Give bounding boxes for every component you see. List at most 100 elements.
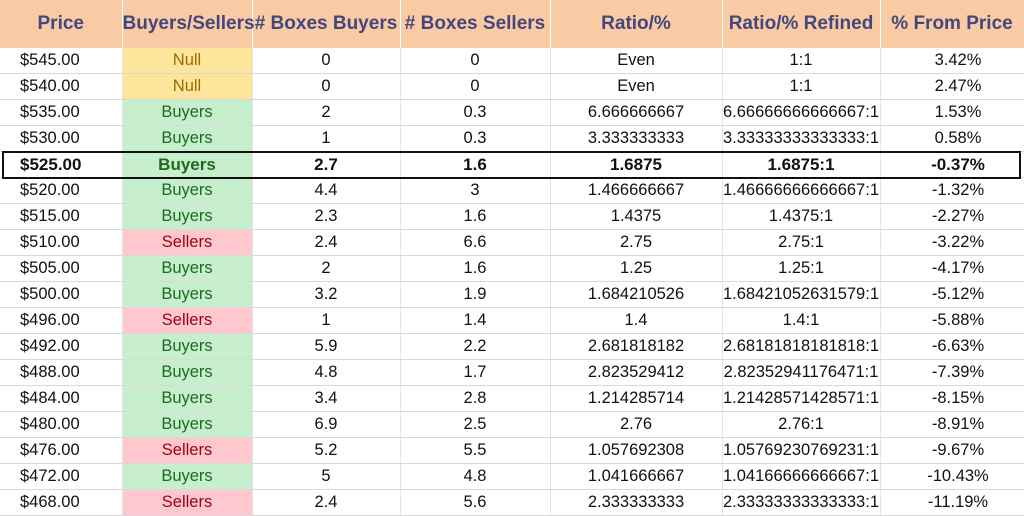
from-price-cell: -0.37% — [880, 151, 1024, 178]
ratio-cell: 2.76 — [550, 411, 723, 438]
from-price-cell: 0.58% — [880, 125, 1024, 152]
table-row: $488.00 Buyers 4.8 1.7 2.823529412 2.82352941… — [0, 359, 1024, 386]
price-cell: $530.00 — [0, 125, 123, 152]
side-cell: Buyers — [122, 463, 253, 490]
ratio-cell: 1.684210526 — [550, 281, 723, 308]
price-cell: $505.00 — [0, 255, 123, 282]
table-row: $515.00 Buyers 2.3 1.6 1.4375 1.4375:1 -2.27% — [0, 203, 1024, 230]
ratio-refined-cell: 1.4:1 — [722, 307, 881, 334]
ratio-refined-cell: 1.21428571428571:1 — [722, 385, 881, 412]
from-price-cell: -5.88% — [880, 307, 1024, 334]
boxes-sellers-cell: 3 — [400, 177, 551, 204]
side-cell: Sellers — [122, 229, 253, 256]
boxes-buyers-cell: 0 — [252, 48, 401, 74]
side-cell: Sellers — [122, 437, 253, 464]
side-cell: Buyers — [122, 411, 253, 438]
side-cell: Buyers — [122, 333, 253, 360]
from-price-cell: -4.17% — [880, 255, 1024, 282]
from-price-cell: -11.19% — [880, 489, 1024, 516]
boxes-sellers-cell: 2.2 — [400, 333, 551, 360]
header-row: Price Buyers/Sellers # Boxes Buyers # Bo… — [0, 0, 1024, 48]
ratio-cell: 1.041666667 — [550, 463, 723, 490]
side-cell: Buyers — [122, 359, 253, 386]
boxes-buyers-cell: 2.3 — [252, 203, 401, 230]
price-cell: $525.00 — [0, 151, 123, 178]
boxes-sellers-cell: 0.3 — [400, 125, 551, 152]
boxes-buyers-cell: 4.8 — [252, 359, 401, 386]
ratio-refined-cell: 1.46666666666667:1 — [722, 177, 881, 204]
from-price-cell: 3.42% — [880, 48, 1024, 74]
price-cell: $500.00 — [0, 281, 123, 308]
ratio-cell: 2.333333333 — [550, 489, 723, 516]
boxes-buyers-cell: 4.4 — [252, 177, 401, 204]
boxes-sellers-cell: 1.6 — [400, 151, 551, 178]
from-price-cell: -8.91% — [880, 411, 1024, 438]
boxes-buyers-cell: 1 — [252, 125, 401, 152]
boxes-sellers-cell: 6.6 — [400, 229, 551, 256]
boxes-buyers-cell: 0 — [252, 73, 401, 100]
table-row: $472.00 Buyers 5 4.8 1.041666667 1.0416666666… — [0, 463, 1024, 490]
from-price-cell: -2.27% — [880, 203, 1024, 230]
from-price-cell: -8.15% — [880, 385, 1024, 412]
boxes-buyers-cell: 5 — [252, 463, 401, 490]
boxes-sellers-cell: 1.9 — [400, 281, 551, 308]
side-cell: Buyers — [122, 151, 253, 178]
boxes-buyers-cell: 5.2 — [252, 437, 401, 464]
table-row: $520.00 Buyers 4.4 3 1.466666667 1.4666666666… — [0, 177, 1024, 204]
header-ratio: Ratio/% — [550, 0, 723, 48]
header-price: Price — [0, 0, 123, 48]
boxes-sellers-cell: 1.6 — [400, 255, 551, 282]
ratio-cell: 1.214285714 — [550, 385, 723, 412]
boxes-buyers-cell: 5.9 — [252, 333, 401, 360]
from-price-cell: -3.22% — [880, 229, 1024, 256]
boxes-sellers-cell: 2.8 — [400, 385, 551, 412]
table-row: $476.00 Sellers 5.2 5.5 1.057692308 1.0576923… — [0, 437, 1024, 464]
side-cell: Sellers — [122, 489, 253, 516]
boxes-sellers-cell: 0 — [400, 48, 551, 74]
table-row: $535.00 Buyers 2 0.3 6.666666667 6.6666666666… — [0, 99, 1024, 126]
ratio-cell: 1.6875 — [550, 151, 723, 178]
table-row: $492.00 Buyers 5.9 2.2 2.681818182 2.68181818… — [0, 333, 1024, 360]
ratio-cell: Even — [550, 48, 723, 74]
boxes-sellers-cell: 2.5 — [400, 411, 551, 438]
side-cell: Buyers — [122, 281, 253, 308]
side-cell: Buyers — [122, 385, 253, 412]
table-row: $530.00 Buyers 1 0.3 3.333333333 3.3333333333… — [0, 125, 1024, 152]
table-row: $500.00 Buyers 3.2 1.9 1.684210526 1.68421052… — [0, 281, 1024, 308]
ratio-refined-cell: 2.82352941176471:1 — [722, 359, 881, 386]
ratio-refined-cell: 1.05769230769231:1 — [722, 437, 881, 464]
from-price-cell: -10.43% — [880, 463, 1024, 490]
price-cell: $492.00 — [0, 333, 123, 360]
ratio-refined-cell: 1:1 — [722, 48, 881, 74]
table-row: $525.00 Buyers 2.7 1.6 1.6875 1.6875:1 -0.37% — [0, 151, 1024, 178]
boxes-buyers-cell: 3.4 — [252, 385, 401, 412]
boxes-buyers-cell: 1 — [252, 307, 401, 334]
ratio-cell: 3.333333333 — [550, 125, 723, 152]
from-price-cell: -9.67% — [880, 437, 1024, 464]
boxes-buyers-cell: 6.9 — [252, 411, 401, 438]
ratio-cell: 2.681818182 — [550, 333, 723, 360]
header-from-price: % From Price — [880, 0, 1024, 48]
price-cell: $535.00 — [0, 99, 123, 126]
ratio-refined-cell: 2.68181818181818:1 — [722, 333, 881, 360]
table-row: $496.00 Sellers 1 1.4 1.4 1.4:1 -5.88% — [0, 307, 1024, 334]
side-cell: Sellers — [122, 307, 253, 334]
price-cell: $545.00 — [0, 48, 123, 74]
boxes-buyers-cell: 2.4 — [252, 489, 401, 516]
boxes-sellers-cell: 4.8 — [400, 463, 551, 490]
table-row: $505.00 Buyers 2 1.6 1.25 1.25:1 -4.17% — [0, 255, 1024, 282]
ratio-refined-cell: 2.33333333333333:1 — [722, 489, 881, 516]
ratio-cell: 1.4 — [550, 307, 723, 334]
table-row: $468.00 Sellers 2.4 5.6 2.333333333 2.3333333… — [0, 489, 1024, 516]
boxes-sellers-cell: 5.6 — [400, 489, 551, 516]
price-cell: $472.00 — [0, 463, 123, 490]
ratio-cell: 1.057692308 — [550, 437, 723, 464]
header-boxes-sellers: # Boxes Sellers — [400, 0, 551, 48]
from-price-cell: -1.32% — [880, 177, 1024, 204]
ratio-cell: 2.823529412 — [550, 359, 723, 386]
side-cell: Null — [122, 48, 253, 74]
price-cell: $480.00 — [0, 411, 123, 438]
boxes-sellers-cell: 1.4 — [400, 307, 551, 334]
side-cell: Buyers — [122, 99, 253, 126]
